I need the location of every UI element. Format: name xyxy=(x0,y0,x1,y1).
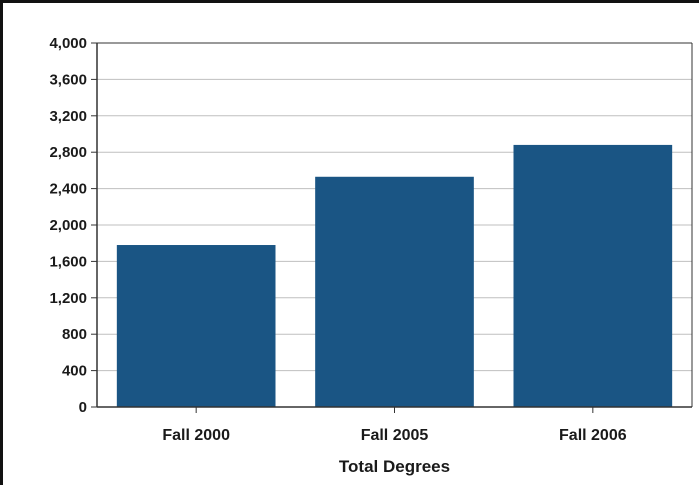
bars xyxy=(116,144,673,408)
x-tick-label: Fall 2005 xyxy=(361,427,429,444)
y-tick-label: 2,000 xyxy=(49,217,87,234)
bar xyxy=(513,144,673,408)
x-tick-label: Fall 2000 xyxy=(162,427,230,444)
y-tick-label: 400 xyxy=(62,363,87,380)
y-tick-label: 800 xyxy=(62,326,87,343)
y-tick-label: 4,000 xyxy=(49,35,87,52)
y-tick-label: 1,200 xyxy=(49,290,87,307)
y-tick-label: 3,600 xyxy=(49,71,87,88)
y-tick-label: 1,600 xyxy=(49,253,87,270)
x-tick-label: Fall 2006 xyxy=(559,427,627,444)
bar xyxy=(116,245,276,407)
bar xyxy=(315,176,474,407)
y-tick-label: 2,800 xyxy=(49,144,87,161)
y-tick-label: 2,400 xyxy=(49,181,87,198)
bar-chart: 0 400 800 1,200 1,600 2,000 2,400 2,800 3,200 3,6… xyxy=(49,35,693,476)
y-tick-label: 3,200 xyxy=(49,108,87,125)
axes xyxy=(91,42,693,413)
y-tick-label: 0 xyxy=(79,399,87,416)
tick-labels: 0 400 800 1,200 1,600 2,000 2,400 2,800 3,200 3,6… xyxy=(49,35,626,444)
x-axis-title: Total Degrees xyxy=(339,457,450,476)
